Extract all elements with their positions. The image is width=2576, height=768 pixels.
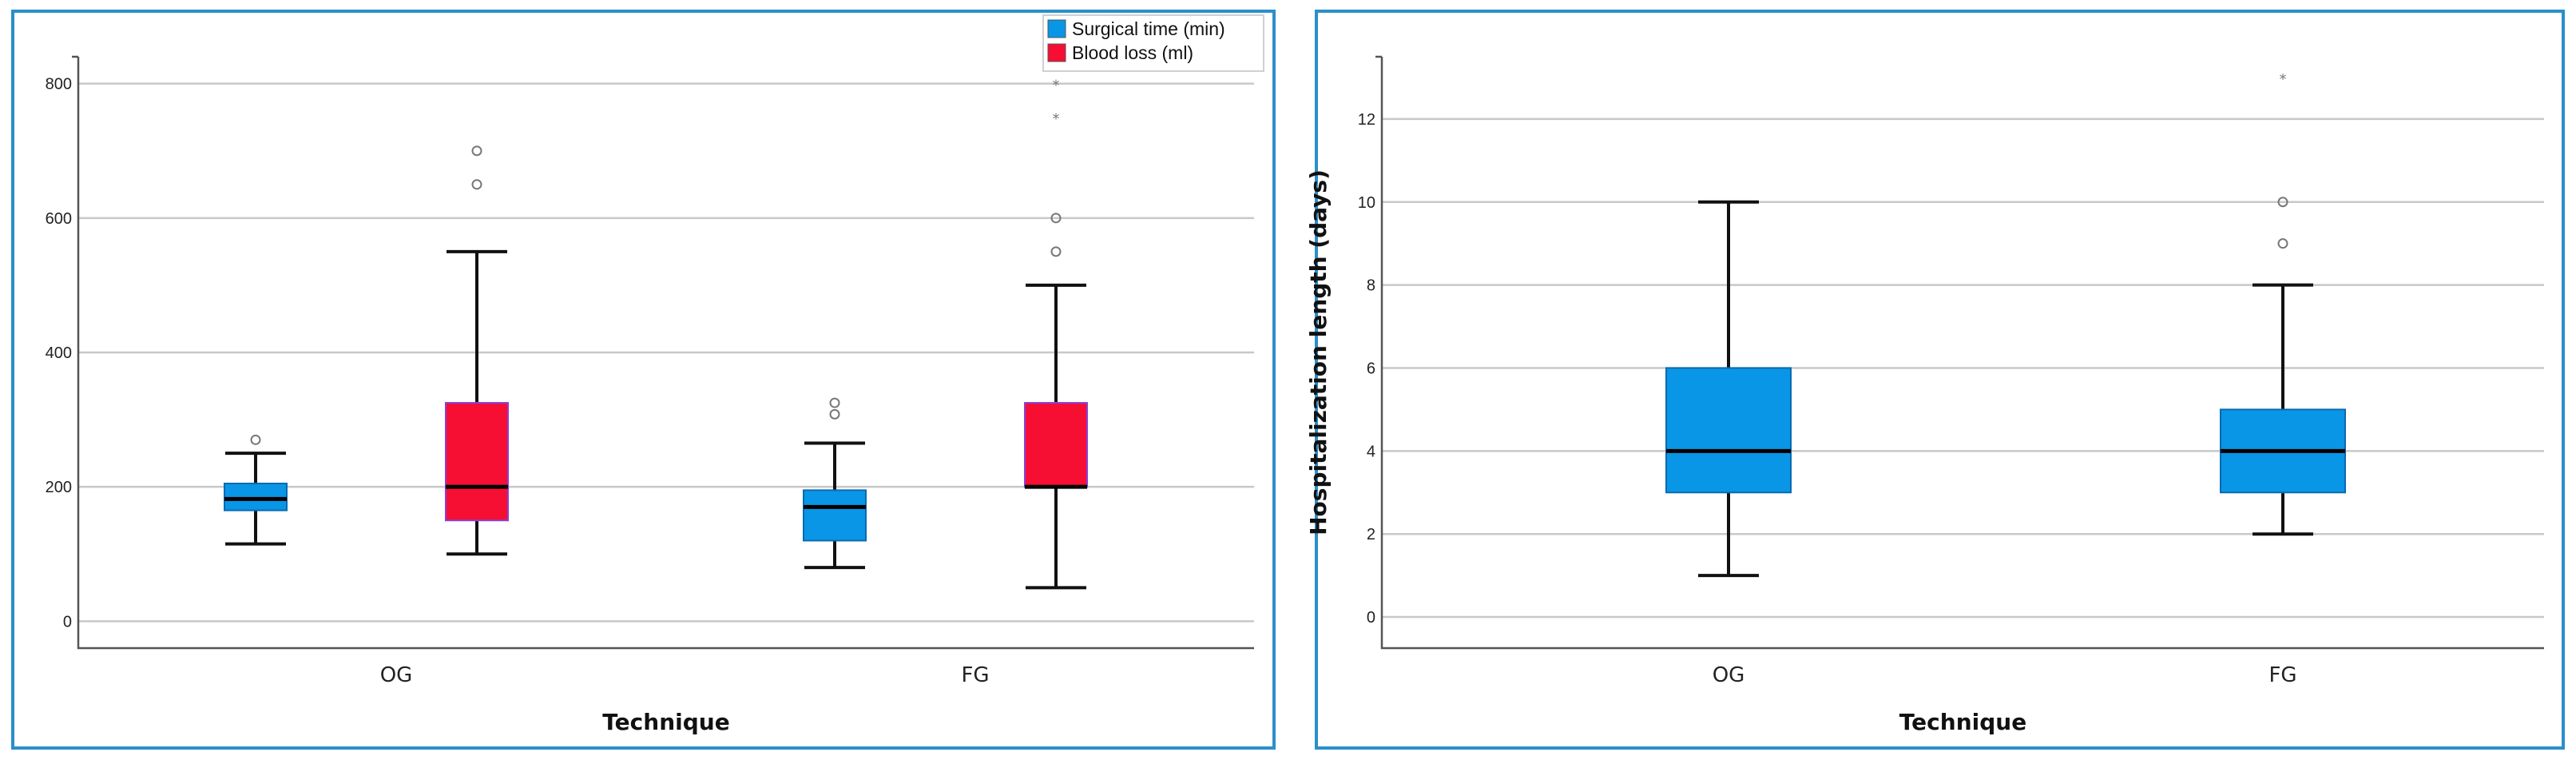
x-category-label: FG [961,663,989,687]
chart-panel-hospitalization: 0 2 4 6 8 10 12 OG FG Technique Hospitalization le… [1305,10,2565,750]
legend-label: Surgical time (min) [1072,18,1225,39]
outlier-point [829,397,840,408]
extreme-outlier-marker: * [1053,78,1060,94]
x-axis-title: Technique [1899,709,2026,735]
y-tick-label: 200 [46,479,72,496]
outlier-point [471,179,482,190]
axis-lines [77,57,1254,650]
x-category-label: FG [2268,663,2296,687]
y-tick-label: 0 [1367,609,1375,627]
legend-swatch [1047,19,1066,38]
y-tick-label: 4 [1367,443,1375,460]
y-tick-label: 12 [1358,111,1375,129]
legend-swatch [1047,43,1066,62]
outlier-point [1050,246,1062,257]
box-hospitalization-length-days-fg: * [2220,71,2346,536]
outlier-point [1050,213,1062,224]
box-plot-hospitalization: 0 2 4 6 8 10 12 OG FG Technique Hospitalization le… [1305,55,2544,735]
x-category-label: OG [380,663,413,687]
y-axis-title: Hospitalization length (days) [1305,169,1332,535]
y-tick-label: 2 [1367,526,1375,543]
y-tick-label: 10 [1358,194,1375,212]
box-surgical-time-min-fg [803,397,867,570]
y-tick-label: 400 [46,344,72,362]
y-tick-label: 800 [46,76,72,94]
outlier-point [829,408,840,420]
iqr-box [445,402,509,522]
x-axis-title: Technique [602,709,729,735]
outlier-point [471,145,482,157]
chart-panel-surgical: 0 200 400 600 800 OG FG Technique * * Surgical tim… [11,10,1276,750]
axis-lines [1380,57,2544,650]
outlier-point [2277,197,2288,208]
y-tick-label: 0 [63,613,72,631]
y-tick-label: 8 [1367,277,1375,295]
box-surgical-time-min-og [224,434,288,546]
y-tick-label: 600 [46,210,72,228]
box-blood-loss-ml-og [445,145,509,556]
outlier-point [2277,238,2288,249]
x-category-label: OG [1713,663,1745,687]
legend [1042,14,1264,72]
iqr-box [224,482,288,511]
iqr-box [803,489,867,542]
extreme-outlier-marker: * [2280,71,2287,88]
legend-label: Blood loss (ml) [1072,42,1193,63]
outlier-point [250,434,261,445]
box-blood-loss-ml-fg: ** [1024,78,1088,590]
extreme-outlier-marker: * [1053,111,1060,128]
iqr-box [1024,402,1088,488]
box-hospitalization-length-days-og [1665,200,1792,578]
y-tick-label: 6 [1367,360,1375,377]
iqr-box [1665,367,1792,494]
